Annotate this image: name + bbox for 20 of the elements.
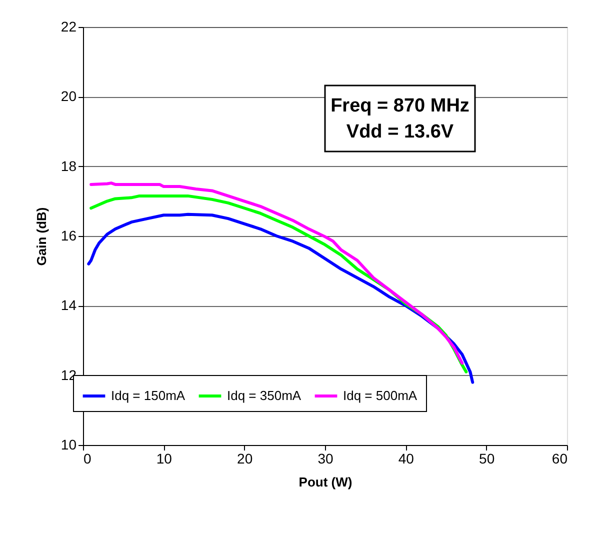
legend-label: Idq = 350mA [227,388,302,403]
legend-label: Idq = 500mA [343,388,418,403]
y-axis-title: Gain (dB) [34,207,49,266]
y-tick-label: 16 [60,228,77,244]
y-tick-label: 20 [60,88,77,104]
x-axis-title: Pout (W) [298,474,352,490]
y-tick-label: 10 [60,436,77,452]
x-tick-label: 10 [156,450,172,466]
y-tick-label: 18 [60,158,77,174]
x-tick-label: 60 [552,450,568,466]
x-tick-label: 40 [398,450,414,466]
y-tick-label: 14 [60,297,77,314]
x-tick-label: 30 [318,450,334,466]
legend-label: Idq = 150mA [111,388,186,403]
x-tick-label: 0 [84,450,92,466]
x-tick-label: 20 [237,450,253,466]
annotation: Freq = 870 MHz [330,96,470,117]
y-tick-label: 22 [60,18,77,34]
x-tick-label: 50 [479,450,495,466]
annotation: Vdd = 13.6V [346,122,454,143]
